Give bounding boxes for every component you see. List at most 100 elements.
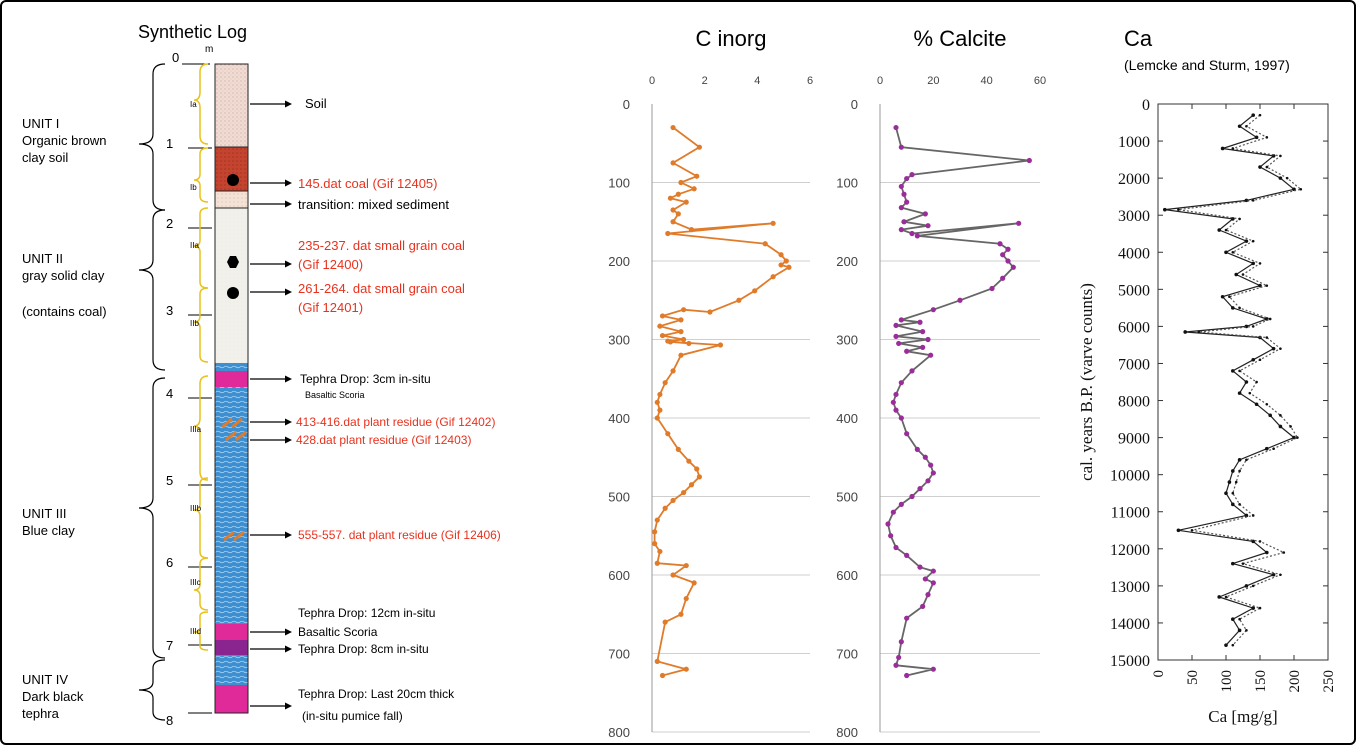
data-point <box>904 615 910 621</box>
data-point <box>1251 584 1255 588</box>
data-point <box>1279 347 1282 350</box>
data-point <box>662 380 668 386</box>
depth-tick-label: 0 <box>172 50 179 65</box>
annotation-label: transition: mixed sediment <box>298 197 449 212</box>
unit-description: gray solid clay <box>22 268 105 283</box>
data-point <box>662 505 668 511</box>
data-point <box>659 313 666 319</box>
data-point <box>1010 264 1016 270</box>
data-point <box>989 285 995 292</box>
annotation-label: Tephra Drop: 12cm in-situ <box>298 606 435 620</box>
data-point <box>1265 336 1269 339</box>
x-tick-label: 0 <box>1151 670 1167 678</box>
data-point <box>1231 250 1235 254</box>
data-point <box>1190 528 1194 532</box>
data-point <box>1258 540 1262 543</box>
data-point <box>665 230 671 237</box>
subunit-label: IIa <box>190 241 199 250</box>
data-point <box>922 211 928 217</box>
data-point <box>681 489 687 496</box>
data-point <box>659 672 666 679</box>
data-point <box>1224 643 1228 647</box>
annotation-arrows <box>250 103 286 707</box>
unit-description: (contains coal) <box>22 304 107 319</box>
data-point <box>1251 113 1255 117</box>
data-point <box>1258 165 1262 169</box>
data-point <box>1258 358 1262 362</box>
data-point <box>1258 606 1262 610</box>
data-point <box>662 619 668 625</box>
data-point <box>675 211 681 217</box>
subunit-label: IIId <box>190 627 201 636</box>
chart-c-inorg: C inorg 0 100 200 300 400 500 600 700 800 0 2 4 6 <box>608 26 813 740</box>
unit-name: UNIT I <box>22 116 59 131</box>
annotation-label: Basaltic Scoria <box>305 390 365 400</box>
layer-tephra-2 <box>215 624 248 640</box>
data-point <box>675 191 681 197</box>
data-point <box>898 205 904 211</box>
data-point <box>783 258 789 264</box>
data-point <box>657 391 663 398</box>
data-point <box>1258 283 1262 288</box>
data-point <box>654 517 660 523</box>
annotation-label: 235-237. dat small grain coal <box>298 238 465 253</box>
data-point <box>1238 369 1241 373</box>
data-point <box>920 329 926 335</box>
data-point <box>917 564 923 570</box>
data-point <box>683 595 689 602</box>
data-point <box>1278 176 1283 180</box>
y-tick-label: 200 <box>836 254 858 269</box>
data-point <box>917 486 923 492</box>
y-tick-label: 200 <box>608 254 630 269</box>
x-tick-label: 0 <box>877 75 883 87</box>
unit-name: UNIT III <box>22 506 67 521</box>
data-point <box>1258 113 1262 117</box>
data-point <box>1231 306 1235 310</box>
x-tick-label: 0 <box>649 75 655 87</box>
data-point <box>914 446 920 452</box>
annotation-arrowheads <box>285 100 292 710</box>
data-point <box>1265 284 1269 287</box>
data-point <box>1244 513 1249 518</box>
y-tick-label: 7000 <box>1118 356 1150 373</box>
data-point <box>1231 617 1235 622</box>
data-point <box>778 252 784 258</box>
depth-tick-label: 6 <box>166 555 173 570</box>
data-point <box>1000 252 1006 258</box>
y-tick-label: 1000 <box>1118 134 1150 151</box>
data-point <box>1177 208 1180 211</box>
data-point <box>1163 207 1167 212</box>
chart-calcite: % Calcite 0 100 200 300 400 500 600 700 800 0 20 40 6… <box>836 26 1046 740</box>
subunit-label: IIIb <box>190 504 202 513</box>
data-point <box>696 144 703 150</box>
data-point <box>930 666 936 672</box>
synthetic-log: Synthetic Log m <box>22 22 501 728</box>
chart-title: C inorg <box>696 26 767 51</box>
data-point <box>922 576 928 582</box>
data-point <box>667 339 674 345</box>
data-point <box>1183 330 1187 334</box>
data-point <box>654 658 660 664</box>
annotation-label: Basaltic Scoria <box>298 625 378 639</box>
subunit-label: IIb <box>190 319 199 328</box>
layer-tephra-1 <box>215 371 248 387</box>
data-point <box>686 340 692 347</box>
depth-tick-label: 8 <box>166 713 173 728</box>
data-point <box>1299 187 1303 191</box>
data-point <box>691 186 697 192</box>
data-point <box>904 672 910 679</box>
data-point <box>670 572 676 578</box>
data-point <box>691 580 697 586</box>
data-point <box>1000 275 1006 281</box>
subunit-label: IIIc <box>190 578 201 587</box>
annotation-label: 428.dat plant residue (Gif 12403) <box>296 433 471 447</box>
data-point <box>1244 584 1249 588</box>
data-point <box>1251 261 1255 266</box>
y-tick-label: 2000 <box>1118 171 1150 188</box>
y-tick-label: 800 <box>836 725 858 740</box>
data-point <box>917 319 923 325</box>
data-point <box>688 482 695 488</box>
x-tick-label: 2 <box>702 75 708 87</box>
data-point <box>1289 425 1292 428</box>
unit-description: tephra <box>22 706 60 721</box>
